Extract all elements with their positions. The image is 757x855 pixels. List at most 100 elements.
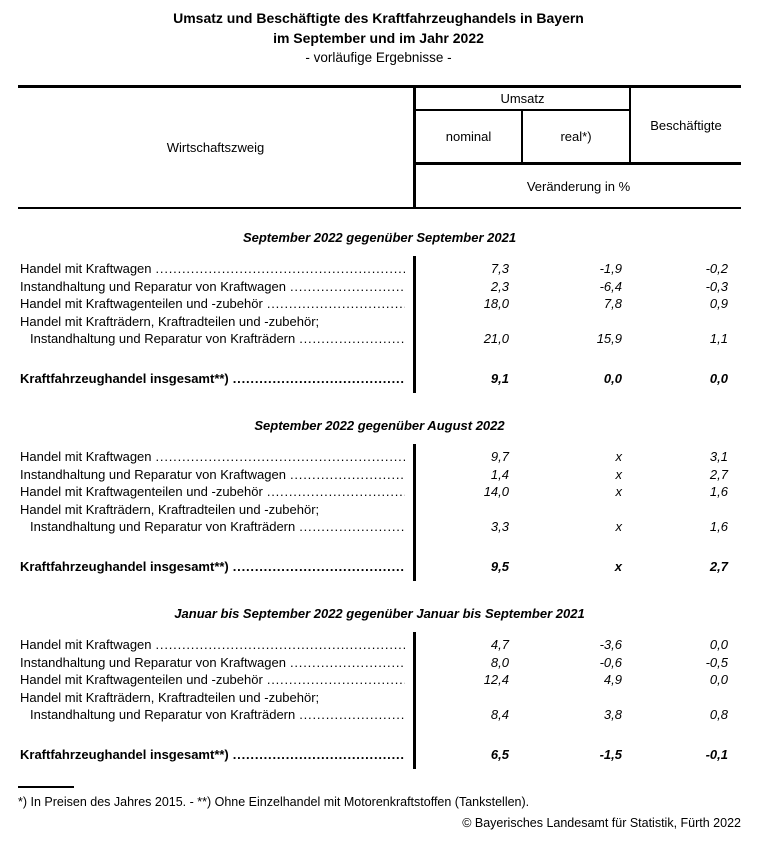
table-row: Instandhaltung und Reparatur von Kraftwa… <box>18 654 741 672</box>
row-label: Instandhaltung und Reparatur von Krafträ… <box>30 519 296 534</box>
leader-dots <box>156 448 405 466</box>
page-subtitle: im September und im Jahr 2022 <box>273 30 484 46</box>
row-label: Instandhaltung und Reparatur von Kraftwa… <box>20 466 286 482</box>
table-row: Instandhaltung und Reparatur von Kraftwa… <box>18 278 741 296</box>
col-header-nominal: nominal <box>413 111 521 165</box>
statistics-table: Wirtschaftszweig Umsatz nominal real*) B… <box>18 85 741 831</box>
table-row: Instandhaltung und Reparatur von Krafträ… <box>18 518 741 536</box>
value-nominal: 4,7 <box>490 637 509 652</box>
value-beschaeftigte: -0,1 <box>705 746 728 762</box>
column-divider <box>413 632 416 769</box>
value-real: -6,4 <box>599 278 622 294</box>
leader-dots <box>290 654 405 672</box>
row-label: Instandhaltung und Reparatur von Krafträ… <box>30 707 296 722</box>
value-beschaeftigte: 1,6 <box>709 484 728 499</box>
value-nominal: 9,7 <box>490 449 509 464</box>
leader-dots <box>299 518 405 536</box>
value-beschaeftigte: 0,9 <box>709 296 728 311</box>
value-real: x <box>615 466 623 482</box>
leader-dots <box>299 706 405 724</box>
total-row: Kraftfahrzeughandel insgesamt**) 9,1 0,0… <box>18 370 741 388</box>
row-label: Handel mit Krafträdern, Kraftradteilen u… <box>20 689 320 705</box>
value-nominal: 3,3 <box>490 519 509 534</box>
value-nominal: 8,0 <box>490 654 509 670</box>
row-label: Instandhaltung und Reparatur von Krafträ… <box>30 331 296 346</box>
value-beschaeftigte: 0,0 <box>709 637 728 652</box>
value-beschaeftigte: 3,1 <box>709 449 728 464</box>
leader-dots <box>233 558 405 576</box>
value-real: x <box>614 558 622 574</box>
value-real: -1,9 <box>599 261 622 276</box>
row-label: Handel mit Kraftwagen <box>20 637 152 652</box>
total-label: Kraftfahrzeughandel insgesamt**) <box>20 746 229 762</box>
table-row: Handel mit Kraftwagen 9,7 x 3,1 <box>18 448 741 466</box>
section-heading: Januar bis September 2022 gegenüber Janu… <box>174 606 585 621</box>
table-row: Handel mit Kraftwagen 4,7 -3,6 0,0 <box>18 636 741 654</box>
value-beschaeftigte: 1,1 <box>709 331 728 346</box>
table-row: Handel mit Kraftwagenteilen und -zubehör… <box>18 295 741 313</box>
preliminary-note: - vorläufige Ergebnisse - <box>305 50 452 65</box>
total-label: Kraftfahrzeughandel insgesamt**) <box>20 370 229 386</box>
leader-dots <box>267 671 405 689</box>
row-label: Instandhaltung und Reparatur von Kraftwa… <box>20 278 286 294</box>
value-real: -3,6 <box>599 637 622 652</box>
table-row: Instandhaltung und Reparatur von Kraftwa… <box>18 466 741 484</box>
leader-dots <box>267 483 405 501</box>
row-label: Handel mit Kraftwagenteilen und -zubehör <box>20 484 263 499</box>
total-row: Kraftfahrzeughandel insgesamt**) 6,5 -1,… <box>18 746 741 764</box>
value-nominal: 21,0 <box>483 331 509 346</box>
col-header-real: real*) <box>521 111 629 165</box>
value-beschaeftigte: 1,6 <box>709 519 728 534</box>
value-real: x <box>615 484 623 499</box>
column-divider <box>413 256 416 393</box>
total-row: Kraftfahrzeughandel insgesamt**) 9,5 x 2… <box>18 558 741 576</box>
footnote-rule <box>18 786 74 788</box>
total-label: Kraftfahrzeughandel insgesamt**) <box>20 558 229 574</box>
value-nominal: 1,4 <box>490 466 509 482</box>
row-label: Instandhaltung und Reparatur von Kraftwa… <box>20 654 286 670</box>
leader-dots <box>267 295 405 313</box>
table-row-continued: Handel mit Krafträdern, Kraftradteilen u… <box>18 501 741 519</box>
value-beschaeftigte: 0,8 <box>709 707 728 722</box>
value-beschaeftigte: -0,3 <box>705 278 728 294</box>
table-row: Handel mit Kraftwagen 7,3 -1,9 -0,2 <box>18 260 741 278</box>
value-beschaeftigte: -0,5 <box>705 654 728 670</box>
document-page: Umsatz und Beschäftigte des Kraftfahrzeu… <box>0 8 757 831</box>
col-header-umsatz: Umsatz <box>413 88 629 111</box>
table-header: Wirtschaftszweig Umsatz nominal real*) B… <box>18 85 741 209</box>
copyright-line: © Bayerisches Landesamt für Statistik, F… <box>462 816 741 830</box>
value-beschaeftigte: 0,0 <box>709 370 728 386</box>
row-label: Handel mit Kraftwagen <box>20 449 152 464</box>
row-label: Handel mit Kraftwagen <box>20 261 152 276</box>
row-label: Handel mit Krafträdern, Kraftradteilen u… <box>20 313 320 329</box>
value-real: x <box>615 519 623 534</box>
value-nominal: 9,1 <box>490 370 509 386</box>
value-real: 15,9 <box>596 331 622 346</box>
value-nominal: 2,3 <box>490 278 509 294</box>
value-nominal: 8,4 <box>490 707 509 722</box>
value-real: 7,8 <box>603 296 622 311</box>
value-beschaeftigte: -0,2 <box>705 261 728 276</box>
section-jan-sep2022-vs-jan-sep2021: Januar bis September 2022 gegenüber Janu… <box>18 605 741 769</box>
table-row-continued: Handel mit Krafträdern, Kraftradteilen u… <box>18 689 741 707</box>
table-row: Handel mit Kraftwagenteilen und -zubehör… <box>18 671 741 689</box>
table-row: Handel mit Kraftwagenteilen und -zubehör… <box>18 483 741 501</box>
value-real: 4,9 <box>603 672 622 687</box>
section-sep2022-vs-sep2021: September 2022 gegenüber September 2021 … <box>18 229 741 393</box>
value-nominal: 12,4 <box>483 672 509 687</box>
section-sep2022-vs-aug2022: September 2022 gegenüber August 2022 Han… <box>18 417 741 581</box>
value-nominal: 18,0 <box>483 296 509 311</box>
row-label: Handel mit Krafträdern, Kraftradteilen u… <box>20 501 320 517</box>
value-real: -1,5 <box>599 746 622 762</box>
section-heading: September 2022 gegenüber September 2021 <box>242 230 517 245</box>
row-label: Handel mit Kraftwagenteilen und -zubehör <box>20 672 263 687</box>
table-row-continued: Handel mit Krafträdern, Kraftradteilen u… <box>18 313 741 331</box>
title-block: Umsatz und Beschäftigte des Kraftfahrzeu… <box>0 8 757 68</box>
table-row: Instandhaltung und Reparatur von Krafträ… <box>18 330 741 348</box>
section-body: Handel mit Kraftwagen 9,7 x 3,1 Instandh… <box>18 444 741 581</box>
col-header-beschaeftigte: Beschäftigte <box>629 88 741 165</box>
page-title: Umsatz und Beschäftigte des Kraftfahrzeu… <box>173 10 584 26</box>
section-heading: September 2022 gegenüber August 2022 <box>254 418 505 433</box>
leader-dots <box>156 260 405 278</box>
value-real: 3,8 <box>603 707 622 722</box>
